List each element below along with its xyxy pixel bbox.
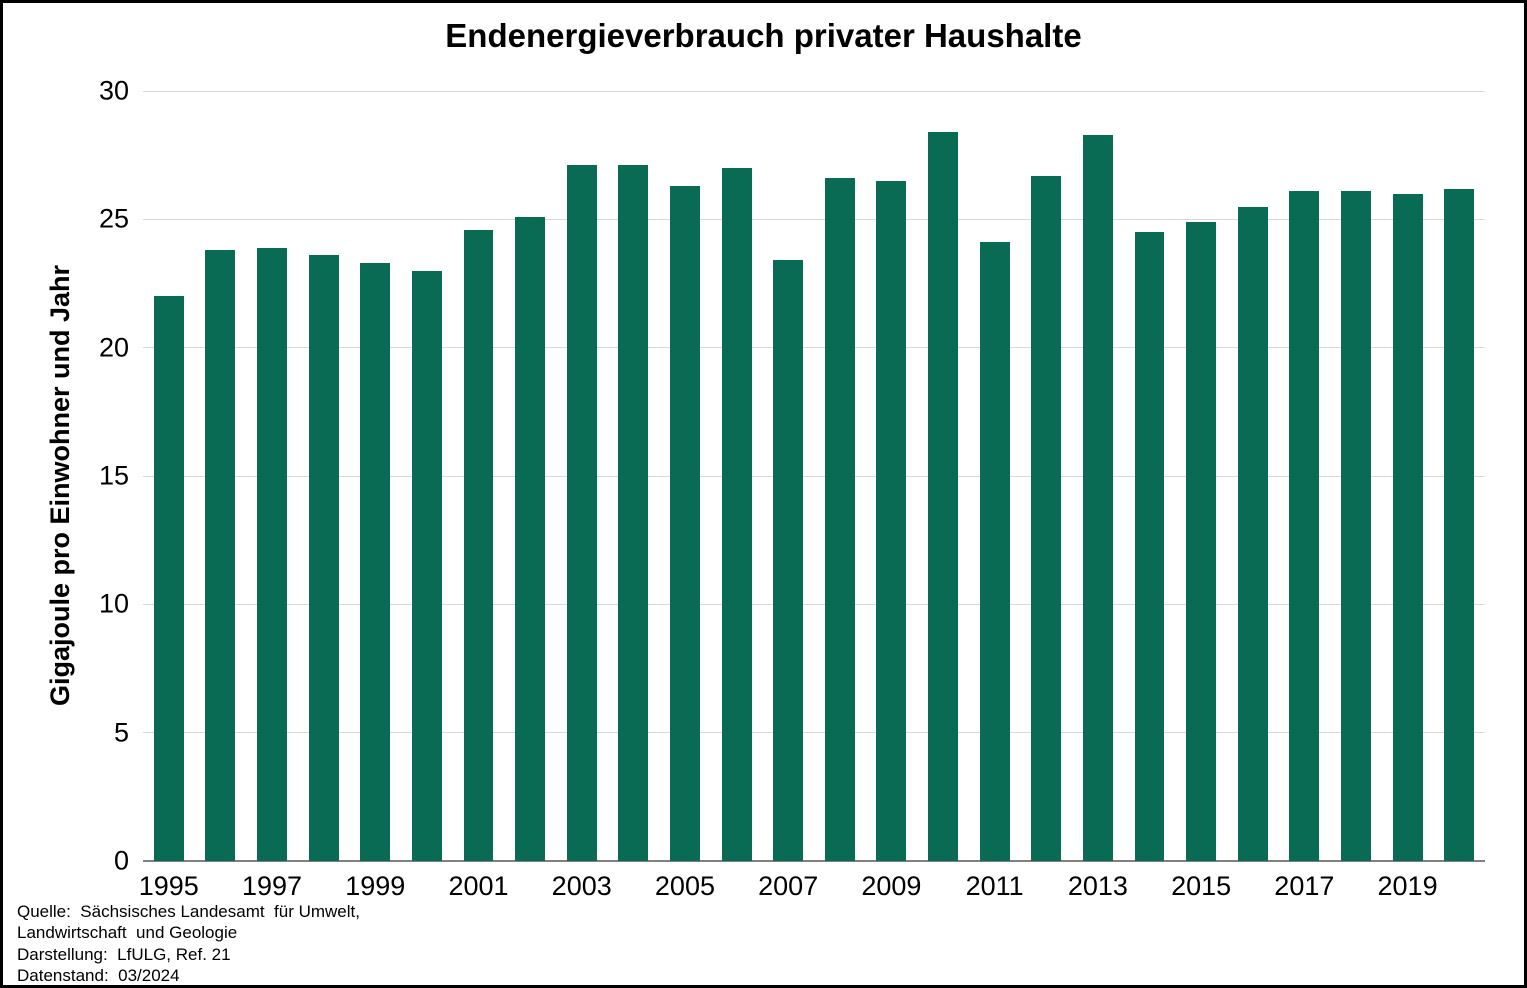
bar [205, 250, 235, 861]
x-tick-label: 2007 [758, 861, 818, 902]
y-tick-label: 5 [114, 717, 143, 748]
x-tick-label: 2003 [552, 861, 612, 902]
bar [618, 165, 648, 861]
x-tick-label: 2015 [1171, 861, 1231, 902]
bar [1341, 191, 1371, 861]
bar [1238, 207, 1268, 862]
bar [773, 260, 803, 861]
bar [567, 165, 597, 861]
y-axis-label: Gigajoule pro Einwohner und Jahr [45, 265, 76, 706]
bar [360, 263, 390, 861]
y-tick-label: 10 [99, 589, 143, 620]
bar [670, 186, 700, 861]
chart-frame: Endenergieverbrauch privater Haushalte G… [0, 0, 1527, 988]
bar [309, 255, 339, 861]
bar [825, 178, 855, 861]
chart-title: Endenergieverbrauch privater Haushalte [3, 17, 1524, 55]
bar [1135, 232, 1165, 861]
plot-area: 0510152025301995199719992001200320052007… [143, 91, 1485, 861]
x-tick-label: 2011 [966, 861, 1024, 902]
x-tick-label: 2009 [861, 861, 921, 902]
x-tick-label: 2001 [448, 861, 508, 902]
bar [876, 181, 906, 861]
grid-line [143, 347, 1485, 348]
x-tick-label: 1997 [242, 861, 302, 902]
bar [1083, 135, 1113, 861]
grid-line [143, 91, 1485, 92]
bar [1031, 176, 1061, 861]
bar [515, 217, 545, 861]
x-tick-label: 2005 [655, 861, 715, 902]
source-footer: Quelle: Sächsisches Landesamt für Umwelt… [17, 901, 360, 986]
bar [257, 248, 287, 861]
grid-line [143, 476, 1485, 477]
bar [722, 168, 752, 861]
bar [1393, 194, 1423, 861]
bar [928, 132, 958, 861]
bar [412, 271, 442, 861]
x-tick-label: 2019 [1378, 861, 1438, 902]
grid-line [143, 732, 1485, 733]
y-tick-label: 25 [99, 204, 143, 235]
x-tick-label: 1995 [139, 861, 199, 902]
y-tick-label: 20 [99, 332, 143, 363]
grid-line [143, 219, 1485, 220]
bar [1444, 189, 1474, 861]
bar [464, 230, 494, 861]
x-tick-label: 2017 [1274, 861, 1334, 902]
x-tick-label: 2013 [1068, 861, 1128, 902]
bar [154, 296, 184, 861]
y-tick-label: 15 [99, 461, 143, 492]
bar [1289, 191, 1319, 861]
grid-line [143, 604, 1485, 605]
y-tick-label: 30 [99, 76, 143, 107]
bar [980, 242, 1010, 861]
bar [1186, 222, 1216, 861]
x-tick-label: 1999 [345, 861, 405, 902]
